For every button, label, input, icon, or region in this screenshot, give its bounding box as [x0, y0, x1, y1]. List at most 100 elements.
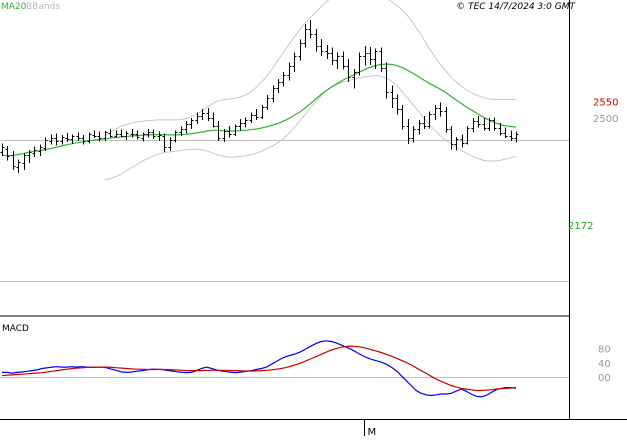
- x-axis-labels: MAMJJ: [364, 420, 377, 438]
- ohlc-bar: [514, 131, 519, 143]
- ohlc-bar: [454, 136, 459, 151]
- ohlc-bar: [471, 117, 476, 133]
- ohlc-bar: [227, 125, 232, 138]
- legend-bbands: BBands: [26, 2, 60, 12]
- ohlc-bar: [449, 125, 454, 150]
- ohlc-bar: [427, 111, 432, 129]
- ohlc-bar: [422, 115, 427, 130]
- ohlc-bar: [281, 72, 286, 87]
- ohlc-bar: [70, 134, 75, 145]
- ohlc-bar: [390, 85, 395, 109]
- ohlc-bar: [146, 129, 151, 138]
- ohlc-bars: [0, 20, 519, 174]
- ohlc-bar: [379, 47, 384, 73]
- price-tick-label: 2500: [593, 114, 618, 125]
- ohlc-bar: [200, 108, 205, 120]
- ohlc-bar: [157, 131, 162, 141]
- ohlc-bar: [124, 130, 129, 141]
- ohlc-bar: [92, 130, 97, 139]
- ohlc-bar: [406, 119, 411, 145]
- ohlc-bar: [108, 129, 113, 138]
- ohlc-bar: [509, 130, 514, 141]
- ohlc-bar: [271, 85, 276, 103]
- ohlc-bar: [411, 125, 416, 143]
- ohlc-bar: [335, 52, 340, 69]
- ohlc-bar: [357, 52, 362, 76]
- ohlc-bar: [352, 68, 357, 89]
- ohlc-bar: [287, 62, 292, 81]
- ohlc-bar: [249, 112, 254, 124]
- ohlc-bar: [76, 132, 81, 141]
- ohlc-bar: [130, 129, 135, 138]
- macd-panel-title: MACD: [2, 324, 29, 334]
- ohlc-bar: [303, 23, 308, 48]
- ohlc-bar: [233, 124, 238, 137]
- ohlc-bar: [476, 115, 481, 128]
- ohlc-bar: [16, 159, 21, 174]
- ohlc-bar: [314, 29, 319, 52]
- signal-line: [1, 345, 517, 392]
- legend-ma20: MA20: [1, 2, 27, 12]
- ohlc-bar: [492, 117, 497, 131]
- ohlc-bar: [298, 39, 303, 61]
- ohlc-bar: [265, 95, 270, 111]
- macd-tick-label: 40: [598, 359, 611, 370]
- ohlc-bar: [222, 129, 227, 143]
- bband-lower: [104, 74, 517, 181]
- ohlc-bar: [5, 146, 10, 161]
- ohlc-bar: [325, 44, 330, 60]
- ohlc-bar: [97, 131, 102, 142]
- ohlc-bar: [32, 146, 37, 157]
- ohlc-bar: [373, 48, 378, 69]
- ohlc-bar: [168, 137, 173, 152]
- ohlc-bar: [438, 102, 443, 117]
- ohlc-bar: [151, 129, 156, 139]
- price-tick-label: 2172: [568, 221, 593, 232]
- macd-axis-labels: 80 40 00: [598, 345, 611, 384]
- ohlc-bar: [465, 125, 470, 145]
- ohlc-bar: [346, 59, 351, 83]
- ohlc-bar: [330, 47, 335, 66]
- ohlc-bar: [54, 133, 59, 146]
- ohlc-bar: [292, 52, 297, 73]
- macd-tick-label: 80: [598, 345, 611, 356]
- ohlc-bar: [482, 117, 487, 131]
- ohlc-bar: [49, 134, 54, 145]
- macd-line: [2, 340, 517, 398]
- macd-lines: [1, 340, 517, 398]
- ohlc-bar: [487, 117, 492, 131]
- ohlc-bar: [319, 38, 324, 56]
- ohlc-bar: [211, 112, 216, 128]
- x-tick-label: M: [368, 427, 377, 438]
- ma20-series: [2, 63, 517, 157]
- ohlc-bar: [308, 20, 313, 39]
- ohlc-bar: [276, 78, 281, 94]
- ohlc-bar: [503, 127, 508, 139]
- ohlc-bar: [363, 46, 368, 66]
- ohlc-bar: [11, 151, 16, 171]
- ohlc-bar: [243, 117, 248, 128]
- ohlc-bar: [103, 130, 108, 141]
- bollinger-bands: [104, 0, 517, 181]
- ohlc-bar: [27, 149, 32, 163]
- ohlc-bar: [417, 119, 422, 135]
- macd-tick-label: 00: [598, 373, 611, 384]
- ohlc-bar: [254, 108, 259, 120]
- ohlc-bar: [189, 117, 194, 130]
- ohlc-bar: [179, 126, 184, 137]
- ohlc-bar: [368, 46, 373, 66]
- ohlc-bar: [460, 134, 465, 148]
- ohlc-bar: [498, 123, 503, 136]
- ohlc-bar: [206, 108, 211, 122]
- ohlc-bar: [384, 62, 389, 99]
- ohlc-bar: [38, 144, 43, 156]
- price-axis-labels: 2550 2500 2172: [568, 98, 618, 232]
- ohlc-bar: [43, 137, 48, 152]
- ohlc-bar: [81, 134, 86, 145]
- ohlc-bar: [60, 134, 65, 145]
- bband-upper: [104, 0, 516, 137]
- ohlc-bar: [173, 130, 178, 143]
- ohlc-bar: [395, 94, 400, 115]
- ohlc-bar: [87, 132, 92, 144]
